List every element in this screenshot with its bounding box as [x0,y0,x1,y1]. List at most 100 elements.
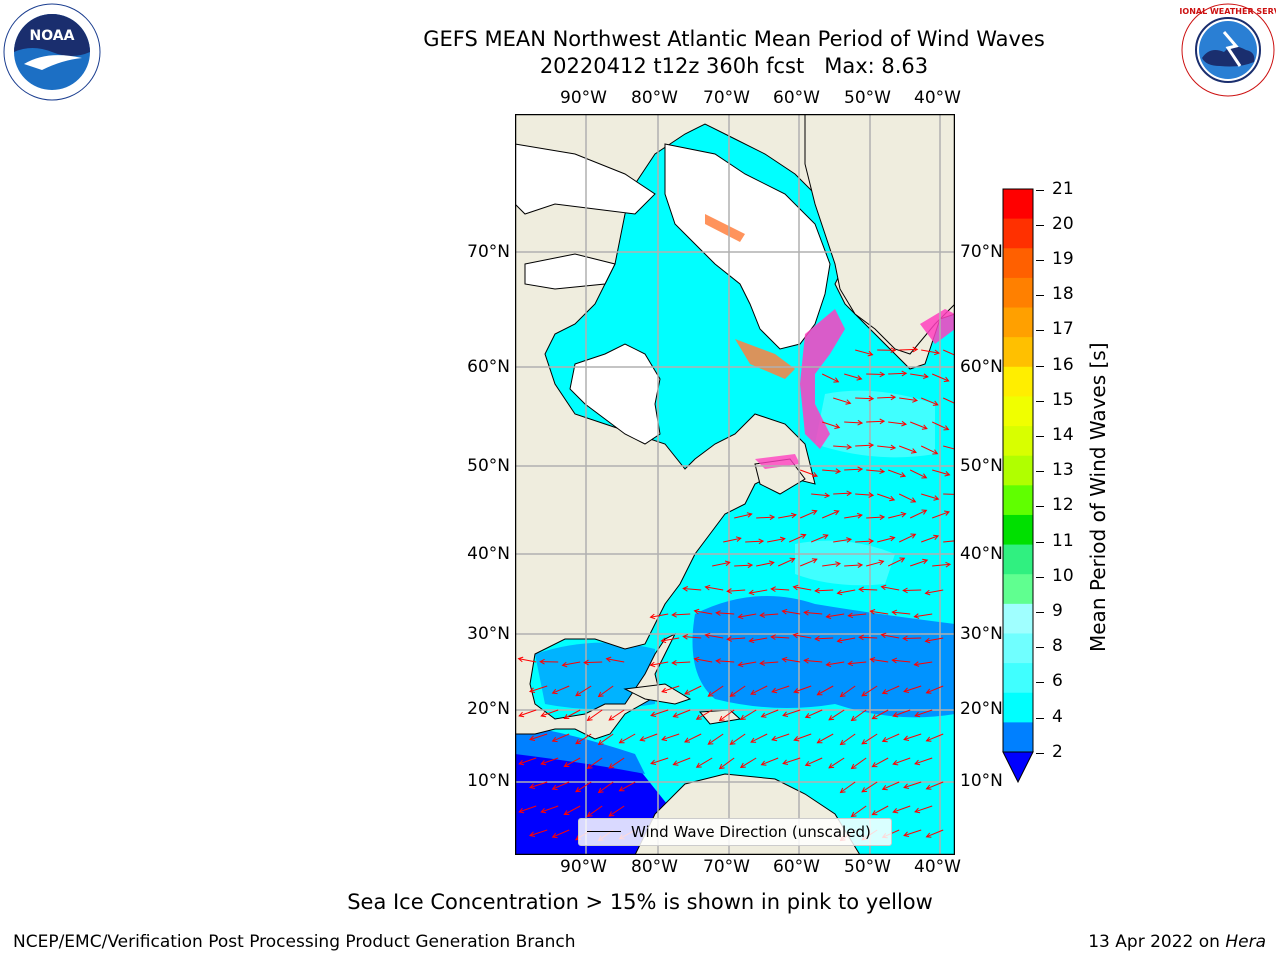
wind-wave-arrow [943,445,955,450]
colorbar-tick-label: 9 [1052,601,1063,621]
wind-wave-arrow [851,805,867,817]
wind-wave-arrow-head [715,658,721,664]
footer-host: Hera [1225,932,1266,952]
wind-wave-arrow [650,613,669,618]
wind-wave-arrow [805,709,823,718]
footer-date: 13 Apr 2022 on Hera [1088,932,1266,952]
wind-wave-arrow-head [835,561,842,567]
wind-wave-arrow-head [858,634,864,641]
wind-wave-arrow-head [518,759,525,766]
wind-wave-arrow-head [944,471,951,477]
wind-wave-arrow [541,757,559,765]
wind-wave-arrow [828,757,845,769]
wind-wave-arrow [840,781,856,793]
wind-wave-arrow [877,537,895,543]
colorbar-tick-label: 2 [1052,742,1063,762]
wind-wave-arrow-head [857,562,864,569]
colorbar-tick-label: 8 [1052,636,1063,656]
wind-wave-arrow [861,781,878,793]
wave-period-band-6-8 [815,390,935,458]
wind-wave-arrow-head [650,759,657,765]
colorbar-tick-mark [1036,260,1044,261]
sea-ice-baffin [735,339,795,379]
wind-wave-arrow [529,781,548,789]
wind-wave-arrow [696,709,713,720]
wind-wave-arrow [738,661,757,666]
wind-wave-arrow [892,611,911,615]
wind-wave-arrow-head [660,637,667,644]
wind-wave-arrow-head [540,711,547,718]
wind-wave-arrow-head [551,784,558,791]
lon-label-top-60w: 60°W [773,88,820,108]
wind-wave-arrow-head [597,691,604,698]
wind-wave-arrow [899,397,918,401]
wind-wave-arrow [518,658,537,663]
wind-wave-arrow [910,373,928,378]
wind-wave-arrow [740,709,757,720]
colorbar-tick-mark [1036,330,1044,331]
wind-wave-arrow [519,805,537,813]
wind-wave-arrow [872,709,889,720]
wind-wave-arrow-head [857,512,863,519]
wind-wave-arrow [800,558,817,567]
wind-wave-arrow-head [671,611,677,618]
wind-wave-arrow [683,588,702,591]
wind-wave-arrow-head [760,712,767,718]
legend-label: Wind Wave Direction (unscaled) [631,823,871,841]
wind-wave-arrow [882,781,900,790]
wind-wave-arrow [893,709,911,717]
wind-wave-arrow [519,709,537,717]
wind-wave-arrow [771,636,790,639]
wind-wave-arrow [833,492,852,495]
wind-wave-arrow-head [891,609,898,616]
colorbar-tick-label: 12 [1052,495,1074,515]
wind-wave-arrow [931,421,949,431]
wind-wave-arrow-head [746,512,753,518]
colorbar-tick-label: 10 [1052,566,1074,586]
colorbar-frame [1002,188,1034,753]
wind-wave-arrow [587,805,603,817]
footer-producer: NCEP/EMC/Verification Post Processing Pr… [13,932,576,952]
lon-label-bottom-70w: 70°W [703,857,750,877]
wind-wave-arrow-head [816,690,823,696]
wind-wave-arrow-head [793,688,800,694]
wind-wave-arrow-head [737,613,744,620]
wind-wave-arrow-head [693,656,700,663]
wind-wave-arrow [727,589,746,592]
colorbar-tick-label: 19 [1052,249,1074,269]
wind-wave-arrow-head [921,473,928,479]
noaa-logo-text: NOAA [30,28,75,44]
wind-wave-arrow-head [540,759,547,766]
wind-wave-arrow-head [903,687,910,693]
wind-wave-arrow-head [517,656,524,663]
wind-wave-arrow [815,637,834,640]
wind-wave-arrow [529,829,548,837]
wind-wave-arrow-head [575,787,582,793]
colorbar-tick-mark [1036,542,1044,543]
colorbar [1002,188,1034,784]
wind-wave-arrow [859,636,878,639]
wind-wave-arrow-head [561,661,568,668]
wind-wave-arrow-head [889,495,896,502]
wind-wave-arrow [881,586,900,591]
wind-wave-arrow-head [913,661,920,667]
wind-wave-arrow-head [814,587,820,594]
wind-wave-arrow-head [839,691,846,698]
wave-period-band-2-4-carib [515,724,645,774]
wind-wave-arrow [851,757,867,769]
wind-wave-arrow-head [770,586,776,592]
wind-wave-arrow [750,733,768,743]
wind-wave-arrow-head [892,760,899,766]
wind-wave-arrow [777,558,795,567]
lat-label-left-40n: 40°N [467,544,510,564]
wind-wave-arrow-head [672,760,679,766]
wind-wave-arrow-head [586,715,593,722]
wind-wave-arrow-head [913,613,920,619]
wind-wave-arrow [817,685,834,696]
wind-wave-arrow [716,612,735,615]
colorbar-cell [1003,722,1033,753]
title-line-2: 20220412 t12z 360h fcst Max: 8.63 [539,54,929,78]
wind-wave-arrow-head [563,810,570,815]
colorbar-under-triangle [1002,751,1034,784]
legend-line-sample [587,831,621,832]
